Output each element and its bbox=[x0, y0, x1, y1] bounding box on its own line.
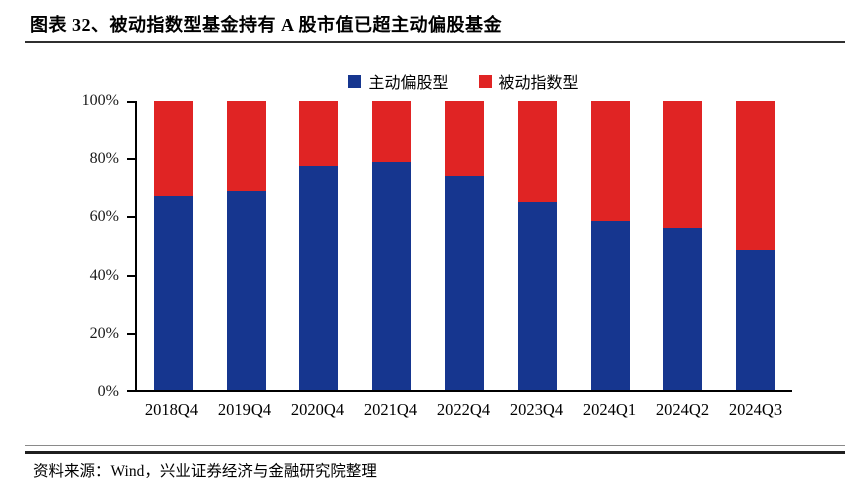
x-tick-label-2021Q4: 2021Q4 bbox=[363, 400, 418, 419]
footer-divider bbox=[25, 445, 845, 454]
y-tick-label-100: 100% bbox=[81, 92, 119, 109]
bar-2018Q4 bbox=[153, 101, 193, 390]
y-tick-label-20: 20% bbox=[89, 324, 119, 342]
y-axis-labels: 0% 20% 40% 60% 80% 100% bbox=[35, 92, 127, 400]
x-axis-labels: 2018Q4 2019Q4 2020Q4 2021Q4 2022Q4 2023Q4 2024… bbox=[135, 400, 792, 420]
bar-segment-active-2020Q4 bbox=[299, 166, 339, 390]
bar-segment-active-2023Q4 bbox=[517, 202, 557, 390]
legend-swatch-blue-icon bbox=[348, 74, 362, 88]
bar-segment-active-2024Q2 bbox=[663, 228, 703, 390]
bar-segment-active-2024Q3 bbox=[736, 249, 776, 390]
bar-2024Q1 bbox=[590, 101, 630, 390]
bar-segment-active-2019Q4 bbox=[226, 190, 266, 390]
bar-2023Q4 bbox=[517, 101, 557, 390]
bar-segment-active-2024Q1 bbox=[590, 220, 630, 390]
bar-segment-active-2022Q4 bbox=[445, 176, 485, 390]
bar-2020Q4 bbox=[299, 101, 339, 390]
bar-slot bbox=[137, 101, 210, 390]
y-tick-label-40: 40% bbox=[89, 266, 119, 284]
chart-legend: 主动偏股型 被动指数型 bbox=[135, 69, 792, 93]
bar-slot bbox=[428, 101, 501, 390]
legend-label-passive-index: 被动指数型 bbox=[498, 75, 579, 92]
bar-segment-active-2018Q4 bbox=[153, 196, 193, 390]
legend-item-passive-index: 被动指数型 bbox=[478, 69, 579, 93]
y-tick-mark bbox=[127, 390, 135, 392]
x-tick-label-2018Q4: 2018Q4 bbox=[144, 400, 199, 419]
figure-title: 图表 32、被动指数型基金持有 A 股市值已超主动偏股基金 bbox=[30, 15, 503, 35]
y-tick-label-80: 80% bbox=[89, 150, 119, 168]
bar-2022Q4 bbox=[445, 101, 485, 390]
y-tick-mark bbox=[127, 158, 135, 161]
bar-2021Q4 bbox=[372, 101, 412, 390]
bar-slot bbox=[719, 101, 792, 390]
bar-slot bbox=[574, 101, 647, 390]
bar-slot bbox=[646, 101, 719, 390]
y-tick-label-0: 0% bbox=[97, 383, 119, 400]
bar-2024Q2 bbox=[663, 101, 703, 390]
x-tick-label-2024Q2: 2024Q2 bbox=[655, 400, 710, 419]
legend-swatch-red-icon bbox=[478, 74, 492, 88]
bar-slot bbox=[283, 101, 356, 390]
x-tick-label-2024Q3: 2024Q3 bbox=[728, 400, 783, 419]
legend-item-active-equity: 主动偏股型 bbox=[348, 69, 449, 93]
x-tick-label-2019Q4: 2019Q4 bbox=[217, 400, 272, 419]
y-tick-mark bbox=[127, 101, 135, 103]
x-tick-label-2020Q4: 2020Q4 bbox=[290, 400, 345, 419]
source-note: 资料来源：Wind，兴业证券经济与金融研究院整理 bbox=[33, 463, 377, 480]
y-tick-mark bbox=[127, 332, 135, 335]
y-tick-mark bbox=[127, 274, 135, 277]
y-tick-mark bbox=[127, 216, 135, 219]
legend-label-active-equity: 主动偏股型 bbox=[368, 75, 449, 92]
y-tick-label-60: 60% bbox=[89, 208, 119, 226]
x-tick-label-2022Q4: 2022Q4 bbox=[436, 400, 491, 419]
plot-area bbox=[127, 101, 792, 392]
x-tick-label-2023Q4: 2023Q4 bbox=[509, 400, 564, 419]
bar-slot bbox=[355, 101, 428, 390]
bar-2024Q3 bbox=[736, 101, 776, 390]
bar-2019Q4 bbox=[226, 101, 266, 390]
bar-slot bbox=[501, 101, 574, 390]
x-tick-label-2024Q1: 2024Q1 bbox=[582, 400, 637, 419]
bar-segment-active-2021Q4 bbox=[372, 161, 412, 390]
bars bbox=[137, 101, 792, 390]
title-underline bbox=[25, 41, 845, 43]
bar-slot bbox=[210, 101, 283, 390]
